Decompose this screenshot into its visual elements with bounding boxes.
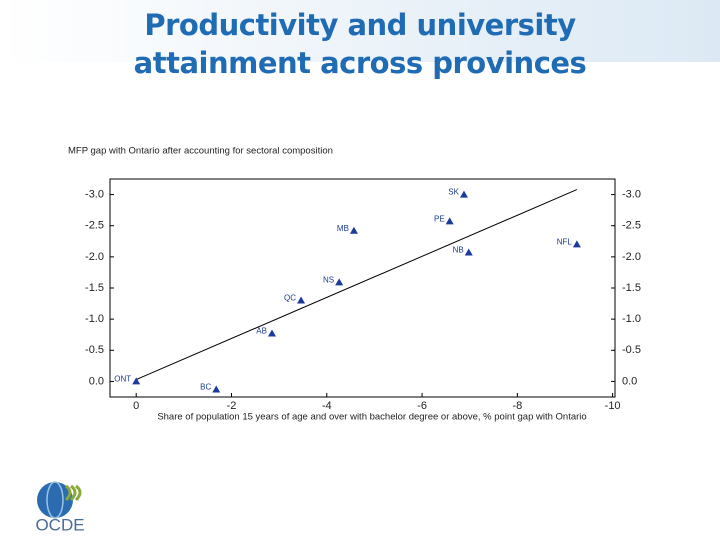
y-axis-label: MFP gap with Ontario after accounting fo… [68,146,333,157]
y2-tick-label: -1.0 [622,313,641,325]
point [445,217,454,225]
y-tick-label: -2.5 [85,220,104,232]
slide-title: Productivity and university attainment a… [133,8,587,80]
y2-tick-label: -3.0 [622,188,641,200]
point-label: NFL [557,238,573,247]
x-tick-label: -2 [227,400,237,412]
point-label: NS [323,276,334,285]
point-label: BC [200,383,211,392]
trend-line [136,189,578,381]
y-tick-label: -2.0 [85,251,104,263]
y2-tick-label: -2.5 [622,220,641,232]
logo-globe [37,482,73,518]
header-band [0,0,720,62]
plot-frame [109,178,616,398]
logo-meridian [46,481,64,519]
y2-tick-label: -1.5 [622,282,641,294]
y-tick-label: -3.0 [85,188,104,200]
point-label: PE [434,214,445,223]
point-label: SK [448,188,459,197]
point [335,278,344,286]
x-tick-label: -10 [605,400,621,412]
point-label: NB [453,246,464,255]
y-tick-label: -0.5 [85,344,104,356]
x-axis-label: Share of population 15 years of age and … [157,412,586,423]
x-tick-label: 0 [133,400,139,412]
point-label: AB [256,327,267,336]
point [572,240,581,248]
logo: OCDE [35,481,85,534]
logo-text: OCDE [35,515,84,534]
point-label: MB [337,224,349,233]
point [132,377,141,385]
point-label: ONT [114,375,131,384]
y2-tick-label: -2.0 [622,251,641,263]
point [464,248,473,256]
logo-arcs [64,484,82,502]
y2-tick-label: 0.0 [622,375,637,387]
y-tick-label: 0.0 [89,375,104,387]
point-label: QC [284,294,296,303]
y2-tick-label: -0.5 [622,344,641,356]
point [267,329,276,337]
point [297,296,306,304]
y-tick-label: -1.0 [85,313,104,325]
point [212,385,221,393]
x-tick-label: -6 [417,400,427,412]
x-tick-label: -8 [512,400,522,412]
point [349,226,358,234]
y-tick-label: -1.5 [85,282,104,294]
x-tick-label: -4 [322,400,332,412]
point [459,190,468,198]
